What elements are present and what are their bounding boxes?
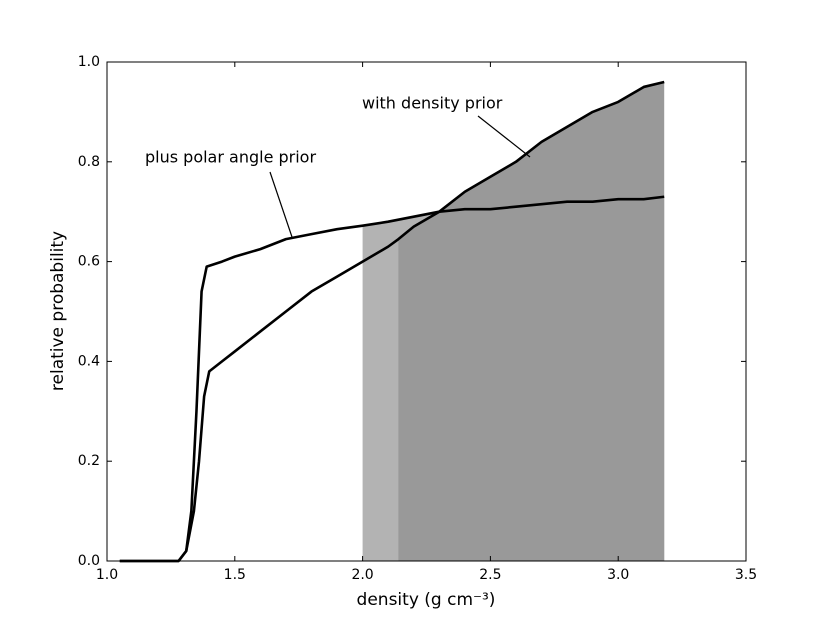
shaded-area [398, 81, 665, 562]
x-tick-label: 2.0 [351, 567, 373, 583]
y-tick-label: 0.4 [78, 353, 100, 369]
x-tick-label: 1.5 [224, 567, 246, 583]
y-tick-label: 0.2 [78, 453, 100, 469]
annotation-pointer [269, 171, 293, 238]
x-tick-label: 3.5 [735, 567, 757, 583]
x-tick-label: 1.0 [96, 567, 118, 583]
annotation: plus polar angle prior [145, 148, 316, 167]
plot-frame [106, 61, 747, 562]
annotation-pointer [477, 115, 531, 158]
x-tick-label: 2.5 [479, 567, 501, 583]
x-axis-label: density (g cm⁻³) [357, 590, 496, 610]
y-tick-label: 1.0 [78, 54, 100, 70]
y-tick-label: 0.6 [78, 254, 100, 270]
y-tick-label: 0.8 [78, 154, 100, 170]
series-line [119, 80, 665, 563]
annotation: with density prior [362, 94, 503, 113]
y-axis-label: relative probability [48, 231, 68, 391]
y-tick-label: 0.0 [78, 553, 100, 569]
series-line [119, 195, 665, 563]
x-tick-label: 3.0 [607, 567, 629, 583]
